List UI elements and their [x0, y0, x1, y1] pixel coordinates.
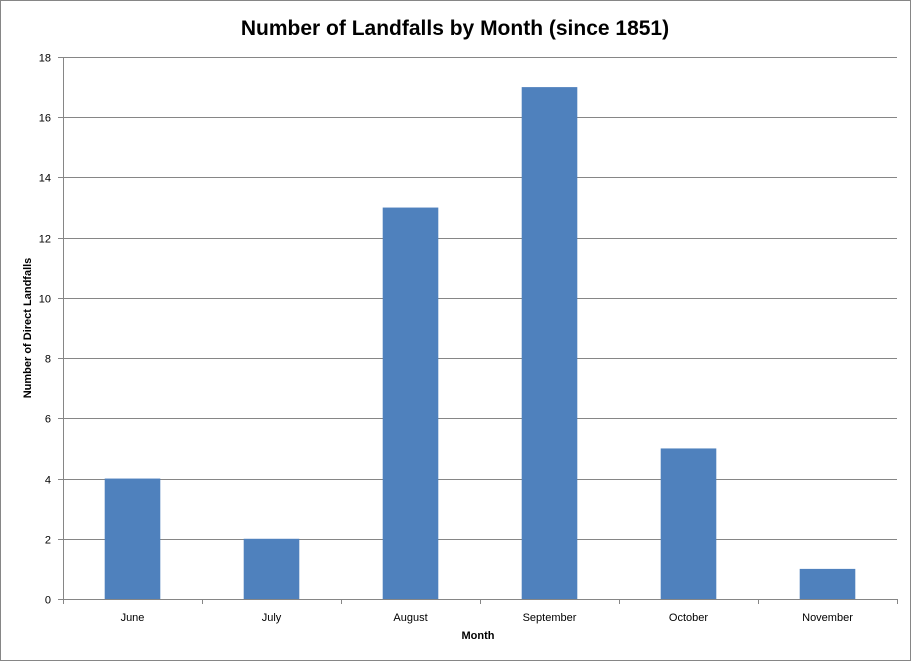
y-tick-label-8: 8: [45, 354, 51, 366]
x-tick-label-august: August: [393, 612, 427, 624]
y-tick-label-2: 2: [45, 535, 51, 547]
chart-title: Number of Landfalls by Month (since 1851…: [241, 17, 669, 40]
y-axis-ticks: 0 2 4 6 8 10 12 14 16 18: [39, 53, 63, 607]
x-tick-label-june: June: [121, 612, 145, 624]
bar-august: [382, 207, 439, 600]
y-tick-label-6: 6: [45, 414, 51, 426]
y-axis-title: Number of Direct Landfalls: [22, 258, 34, 399]
bar-september: [521, 87, 578, 599]
bars: [104, 87, 856, 600]
y-tick-label-12: 12: [39, 234, 51, 246]
x-axis-title: Month: [462, 630, 495, 642]
x-tick-label-october: October: [669, 612, 708, 624]
grid-lines: [63, 57, 897, 540]
y-tick-label-0: 0: [45, 595, 51, 607]
bar-june: [104, 478, 161, 599]
x-tick-label-november: November: [802, 612, 853, 624]
y-tick-label-16: 16: [39, 113, 51, 125]
x-axis-ticks: June July August September October November: [63, 599, 898, 624]
x-tick-label-september: September: [523, 612, 577, 624]
bar-july: [243, 538, 300, 599]
y-tick-label-18: 18: [39, 53, 51, 65]
y-tick-label-14: 14: [39, 173, 51, 185]
y-tick-label-10: 10: [39, 294, 51, 306]
axes: [63, 57, 897, 600]
bar-october: [660, 448, 717, 599]
bar-november: [799, 568, 856, 599]
x-tick-label-july: July: [262, 612, 282, 624]
y-tick-label-4: 4: [45, 475, 51, 487]
